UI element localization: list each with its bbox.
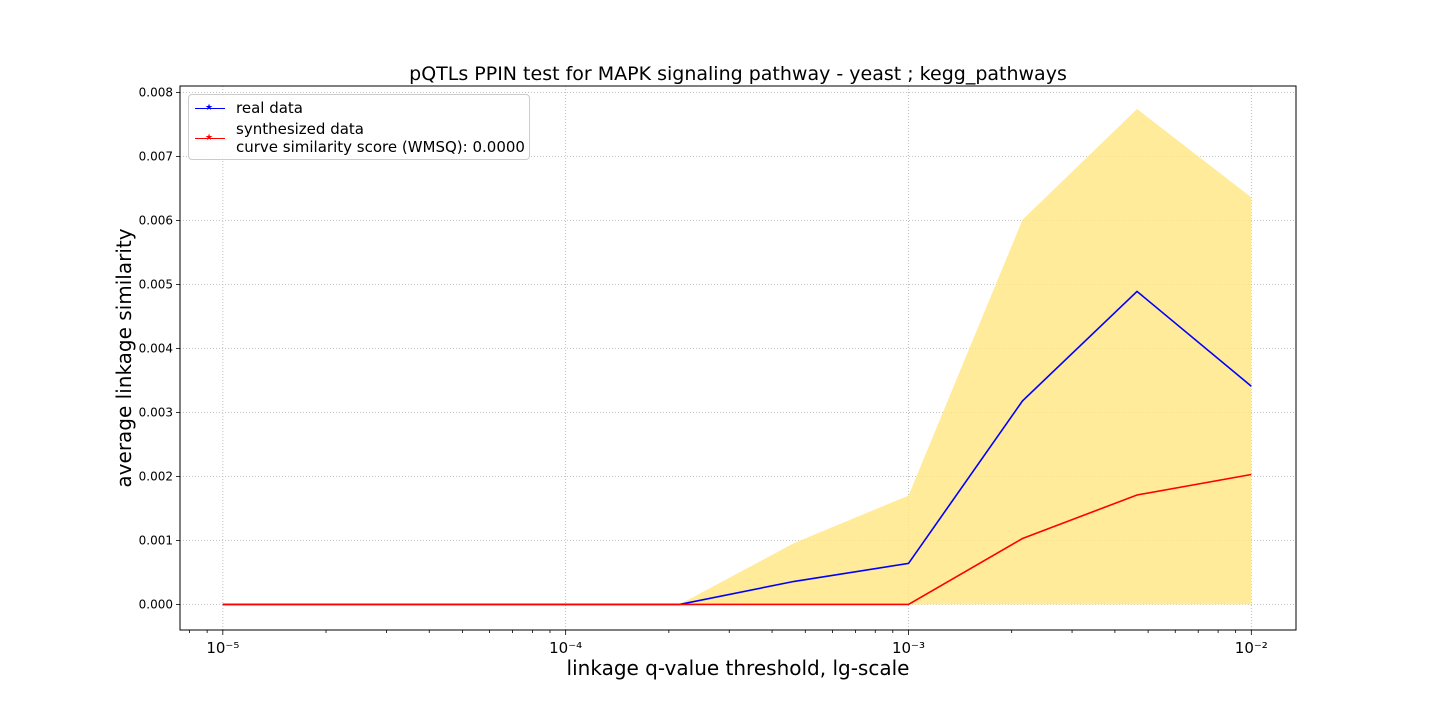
- series-lines: [222, 290, 1252, 606]
- y-tick-label: 0.000: [139, 597, 173, 611]
- legend-label-real: real data: [236, 99, 303, 117]
- band-area: [222, 109, 1252, 605]
- legend-marker-real: ★: [205, 103, 214, 113]
- x-axis-label: linkage q-value threshold, lg-scale: [567, 656, 910, 680]
- legend: ★ real data ★ synthesized data curve sim…: [188, 94, 530, 160]
- x-axis-ticks: 10⁻⁵ 10⁻⁴ 10⁻³ 10⁻²: [189, 630, 1268, 657]
- plot-area-frame: [179, 85, 1297, 631]
- y-axis-label: average linkage similarity: [112, 228, 136, 487]
- y-tick-label: 0.008: [139, 85, 173, 99]
- y-tick-label: 0.006: [139, 213, 173, 227]
- legend-line-real: [195, 108, 225, 109]
- legend-label-synth: synthesized data: [236, 120, 364, 138]
- x-tick-label: 10⁻²: [1235, 639, 1268, 657]
- y-tick-label: 0.001: [139, 533, 173, 547]
- y-tick-label: 0.007: [139, 149, 173, 163]
- y-axis-ticks: 0.000 0.001 0.002 0.003 0.004 0.005 0.006 0.007…: [139, 85, 180, 611]
- legend-line-synth: [195, 138, 225, 139]
- x-tick-label: 10⁻⁵: [206, 639, 239, 657]
- y-tick-label: 0.005: [139, 277, 173, 291]
- y-tick-label: 0.004: [139, 341, 173, 355]
- y-tick-label: 0.002: [139, 469, 173, 483]
- x-tick-label: 10⁻⁴: [549, 639, 582, 657]
- chart-title: pQTLs PPIN test for MAPK signaling pathw…: [409, 63, 1067, 85]
- legend-marker-synth: ★: [205, 133, 214, 143]
- x-tick-label: 10⁻³: [892, 639, 925, 657]
- y-tick-label: 0.003: [139, 405, 173, 419]
- legend-score-note: curve similarity score (WMSQ): 0.0000: [236, 138, 525, 156]
- series-line-1: [222, 473, 1252, 606]
- confidence-band: [222, 109, 1252, 605]
